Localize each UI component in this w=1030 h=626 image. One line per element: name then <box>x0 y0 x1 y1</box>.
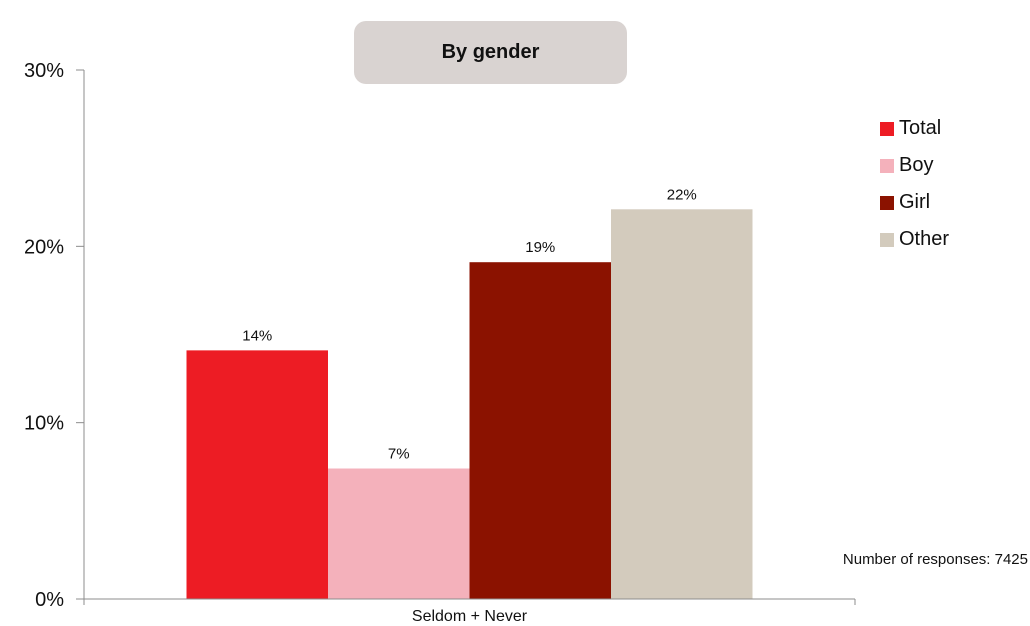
y-tick-label: 30% <box>24 60 64 82</box>
y-tick-label: 20% <box>24 236 64 258</box>
legend: Total Boy Girl Other <box>880 110 949 258</box>
x-category-label: Seldom + Never <box>412 608 528 625</box>
legend-swatch <box>880 232 894 247</box>
data-label-boy: 7% <box>388 446 410 463</box>
legend-label: Girl <box>899 191 931 213</box>
responses-note: Number of responses: 7425 <box>842 551 1028 568</box>
chart-title-box: By gender <box>354 21 627 84</box>
legend-item-boy: Boy <box>880 147 949 184</box>
legend-swatch <box>880 195 894 210</box>
legend-label: Total <box>899 117 942 139</box>
data-label-total: 14% <box>242 327 272 344</box>
bar-girl <box>469 262 611 599</box>
legend-item-other: Other <box>880 221 949 258</box>
y-axis: 0% 10% 20% 30% <box>24 60 85 611</box>
x-axis: Seldom + Never <box>83 598 856 625</box>
legend-label: Boy <box>899 154 934 176</box>
bars: 14% 7% 19% 22% <box>186 186 753 599</box>
y-tick-label: 10% <box>24 413 64 435</box>
chart-title: By gender <box>441 41 540 63</box>
legend-swatch <box>880 158 894 173</box>
legend-label: Other <box>899 228 950 250</box>
y-tick-label: 0% <box>35 589 64 611</box>
legend-swatch <box>880 121 894 136</box>
bar-boy <box>328 468 470 599</box>
bar-other <box>611 209 753 599</box>
data-label-other: 22% <box>667 186 697 203</box>
legend-item-girl: Girl <box>880 184 949 221</box>
legend-item-total: Total <box>880 110 949 147</box>
bar-total <box>186 350 328 599</box>
data-label-girl: 19% <box>525 239 555 256</box>
